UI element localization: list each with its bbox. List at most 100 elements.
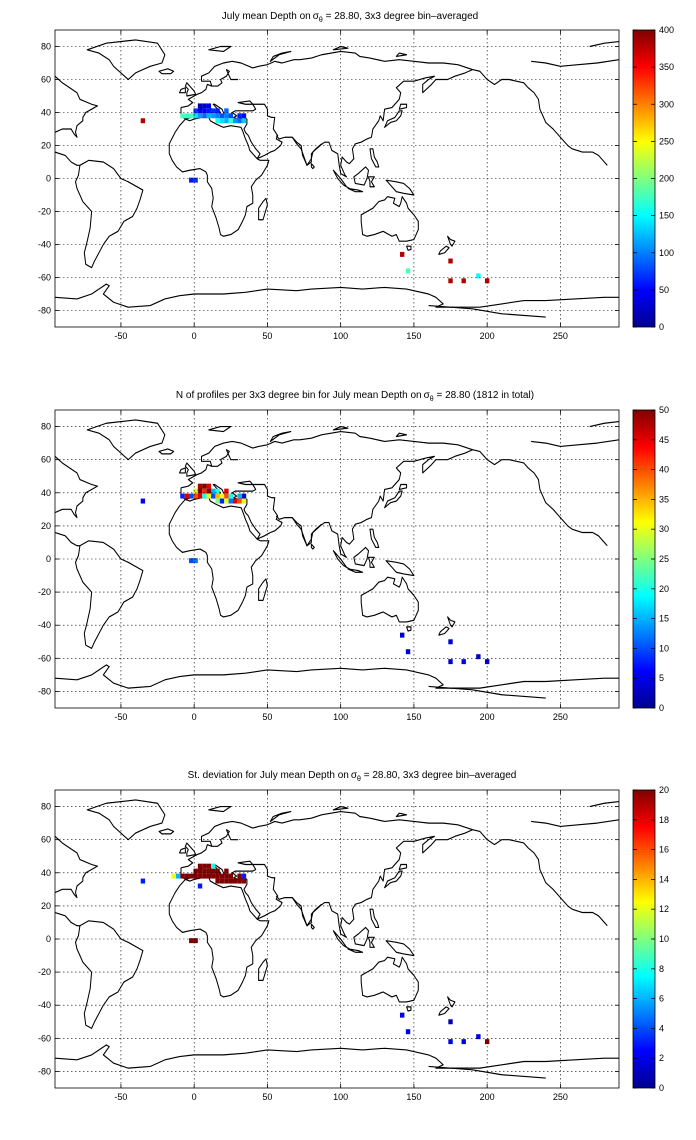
bin-cell: [484, 1039, 490, 1045]
bin-cell: [215, 498, 220, 504]
colorbar-tick-label: 25: [659, 554, 669, 564]
bin-cell: [206, 863, 212, 869]
bin-cell: [241, 878, 247, 884]
y-tick-label: -60: [38, 273, 51, 283]
y-tick-label: 20: [41, 901, 51, 911]
bin-cell: [241, 873, 247, 879]
x-tick-label: -50: [114, 712, 127, 722]
panel-n-profiles: N of profiles per 3x3 degree bin for Jul…: [38, 390, 669, 722]
bin-cell: [224, 493, 229, 499]
bin-cell: [219, 878, 225, 884]
x-tick-label: 0: [192, 331, 197, 341]
bin-cell: [228, 493, 233, 499]
bin-cell: [202, 868, 207, 874]
colorbar-tick-label: 250: [659, 136, 674, 146]
bin-cell: [448, 1039, 453, 1045]
bin-cell: [405, 268, 411, 274]
bin-cell: [224, 868, 229, 874]
bin-cell: [193, 493, 198, 499]
y-tick-label: -80: [38, 686, 51, 696]
colorbar-tick-label: 10: [659, 643, 669, 653]
y-tick-label: -20: [38, 207, 51, 217]
bin-cell: [206, 868, 212, 874]
y-tick-label: 80: [41, 42, 51, 52]
y-tick-label: -80: [38, 1066, 51, 1076]
bin-cell: [224, 108, 229, 114]
x-tick-label: 200: [480, 331, 495, 341]
bin-cell: [202, 493, 207, 499]
bin-cell: [215, 493, 220, 499]
bin-cell: [206, 488, 212, 494]
bin-cell: [206, 873, 212, 879]
colorbar-tick-label: 18: [659, 815, 669, 825]
bin-cell: [189, 873, 194, 879]
bin-cell: [206, 483, 212, 489]
bin-cell: [215, 113, 220, 119]
bin-cell: [232, 118, 238, 124]
colorbar-tick-label: 350: [659, 62, 674, 72]
colorbar-tick-label: 200: [659, 174, 674, 184]
bin-cell: [211, 873, 216, 879]
bin-cell: [180, 113, 185, 119]
bin-cell: [461, 1039, 466, 1045]
bin-cell: [197, 113, 203, 119]
bin-cell: [197, 493, 203, 499]
bin-cell: [171, 873, 176, 879]
bin-cell: [193, 558, 198, 564]
y-tick-label: 60: [41, 75, 51, 85]
y-tick-label: 60: [41, 455, 51, 465]
colorbar-tick-label: 4: [659, 1023, 664, 1033]
bin-cell: [215, 118, 220, 124]
colorbar-tick-label: 2: [659, 1053, 664, 1063]
bin-cell: [476, 654, 481, 660]
y-tick-label: 40: [41, 488, 51, 498]
bin-cell: [448, 1019, 453, 1025]
bin-cell: [237, 118, 242, 124]
y-tick-label: 40: [41, 868, 51, 878]
bin-cell: [175, 873, 181, 879]
bin-cell: [219, 118, 225, 124]
bin-cell: [405, 649, 411, 655]
bin-cell: [484, 659, 490, 665]
bin-cell: [197, 883, 203, 889]
bin-cell: [399, 1012, 405, 1018]
bin-cell: [193, 108, 198, 114]
map-area: [55, 799, 619, 1079]
y-tick-label: -20: [38, 967, 51, 977]
colorbar-tick-label: 400: [659, 25, 674, 35]
bin-cell: [461, 659, 466, 665]
bin-cell: [180, 493, 185, 499]
colorbar-tick-label: 16: [659, 845, 669, 855]
bin-cell: [215, 878, 220, 884]
bin-cell: [140, 498, 146, 504]
x-tick-label: 100: [333, 331, 348, 341]
bin-cell: [237, 113, 242, 119]
bin-cell: [193, 177, 198, 183]
colorbar-tick-label: 35: [659, 494, 669, 504]
bin-cell: [140, 878, 146, 884]
bin-cell: [461, 278, 466, 284]
bin-cell: [405, 1029, 411, 1035]
bin-cell: [228, 118, 233, 124]
panel-mean-depth-title: July mean Depth on σθ = 28.80, 3x3 degree…: [222, 11, 478, 24]
bin-cell: [202, 873, 207, 879]
bin-cell: [448, 278, 453, 284]
bin-cell: [219, 873, 225, 879]
x-tick-label: 200: [480, 712, 495, 722]
y-tick-label: 80: [41, 422, 51, 432]
bin-cell: [206, 493, 212, 499]
bin-cell: [202, 863, 207, 869]
bin-cell: [215, 108, 220, 114]
bin-cell: [476, 273, 481, 279]
colorbar-tick-label: 15: [659, 614, 669, 624]
colorbar-tick-label: 12: [659, 904, 669, 914]
bin-cell: [184, 873, 190, 879]
bin-cell: [211, 108, 216, 114]
colorbar-tick-label: 45: [659, 435, 669, 445]
bin-cell: [202, 108, 207, 114]
x-tick-label: 100: [333, 712, 348, 722]
bin-cell: [211, 863, 216, 869]
bin-cell: [211, 488, 216, 494]
bin-cell: [211, 493, 216, 499]
y-tick-label: 80: [41, 802, 51, 812]
